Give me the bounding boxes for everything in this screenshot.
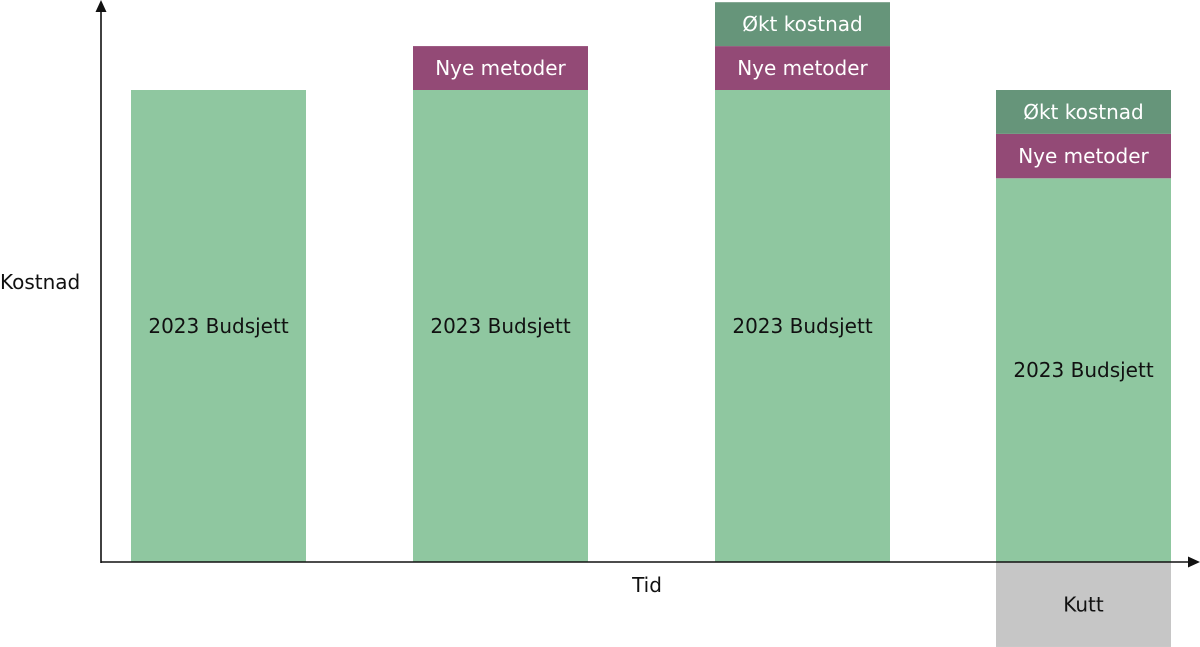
- bar-3-segment-increase: [715, 2, 890, 47]
- bar-4: Kutt 2023 Budsjett Nye metoder Økt kostnad: [996, 90, 1171, 647]
- x-axis-arrow: [1188, 556, 1200, 568]
- bar-4-label-cut: Kutt: [1063, 592, 1104, 616]
- bar-2-segment-methods: [413, 46, 588, 90]
- bar-2-label-budget: 2023 Budsjett: [430, 314, 570, 338]
- bar-2-segment-budget: [413, 90, 588, 562]
- bar-4-segment-cut: [996, 562, 1171, 647]
- bar-3-label-budget: 2023 Budsjett: [732, 314, 872, 338]
- bar-1: 2023 Budsjett: [131, 90, 306, 562]
- y-axis-title: Kostnad: [0, 270, 80, 294]
- bar-4-segment-budget: [996, 178, 1171, 562]
- bar-4-label-methods: Nye metoder: [1018, 144, 1149, 168]
- bar-3-label-increase: Økt kostnad: [742, 12, 863, 36]
- bar-4-label-increase: Økt kostnad: [1023, 100, 1144, 124]
- bar-2-label-methods: Nye metoder: [435, 56, 566, 80]
- axes-layer: Kostnad Tid: [0, 0, 1200, 597]
- x-axis-title: Tid: [631, 573, 662, 597]
- bar-4-segment-methods: [996, 133, 1171, 179]
- bar-3-segment-methods: [715, 46, 890, 90]
- y-axis-arrow: [95, 0, 107, 12]
- bar-4-segment-increase: [996, 90, 1171, 134]
- bar-3-label-methods: Nye metoder: [737, 56, 868, 80]
- bar-1-label-budget: 2023 Budsjett: [148, 314, 288, 338]
- bar-2: 2023 Budsjett Nye metoder: [413, 46, 588, 562]
- bar-3-segment-budget: [715, 90, 890, 562]
- bar-4-label-budget: 2023 Budsjett: [1013, 358, 1153, 382]
- bar-3: 2023 Budsjett Nye metoder Økt kostnad: [715, 2, 890, 562]
- bar-1-segment-budget: [131, 90, 306, 562]
